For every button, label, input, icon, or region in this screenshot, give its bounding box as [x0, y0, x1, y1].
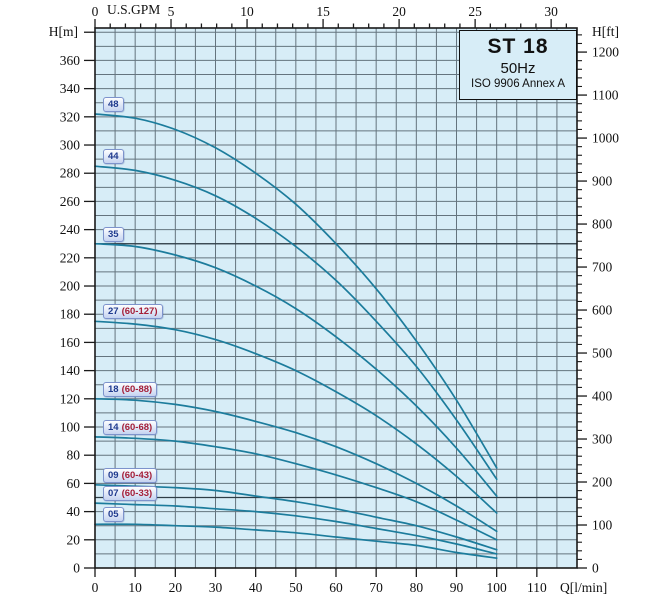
pump-curve-27 [94, 320, 498, 514]
curve-label-05: 05 [103, 507, 124, 523]
bottom-axis-tick-label: 90 [450, 580, 464, 595]
left-axis-tick-label: 340 [60, 81, 81, 96]
curve-label-48: 48 [103, 97, 124, 112]
right-axis-tick-label: 1000 [592, 131, 619, 146]
right-axis-tick-label: 700 [592, 260, 613, 275]
bottom-axis-tick-label: 70 [369, 580, 383, 595]
right-axis-tick-label: 400 [592, 389, 613, 404]
top-axis-title: U.S.GPM [107, 2, 161, 17]
bottom-axis-tick-label: 40 [249, 580, 263, 595]
top-axis-tick-label: 15 [316, 4, 330, 19]
curve-label-18: 18 (60-88) [103, 381, 158, 397]
curve-label-stage: 18 [108, 383, 119, 395]
left-axis-tick-label: 160 [60, 335, 81, 350]
bottom-axis-tick-label: 80 [410, 580, 424, 595]
right-axis-tick-label: 300 [592, 432, 613, 447]
curve-label-stage: 35 [108, 228, 119, 240]
curve-label-range: (60-43) [121, 469, 153, 481]
left-axis-tick-label: 260 [60, 194, 81, 209]
pump-curve-07 [94, 502, 498, 555]
top-axis-tick-label: 25 [468, 4, 482, 19]
curve-label-stage: 09 [108, 469, 119, 481]
left-axis-tick-label: 120 [60, 391, 81, 406]
left-axis-tick-label: 200 [60, 279, 81, 294]
right-axis-tick-label: 100 [592, 518, 613, 533]
curve-label-stage: 27 [108, 306, 119, 318]
pump-curve-44 [94, 165, 498, 481]
left-axis-tick-label: 60 [67, 476, 81, 491]
left-axis-tick-label: 280 [60, 166, 81, 181]
left-axis-tick-label: 100 [60, 420, 81, 435]
right-axis-tick-label: 200 [592, 475, 613, 490]
bottom-axis-tick-label: 60 [329, 580, 343, 595]
left-axis-tick-label: 80 [67, 448, 81, 463]
right-axis-tick-label: 600 [592, 303, 613, 318]
bottom-axis-tick-label: 30 [209, 580, 223, 595]
curve-label-stage: 44 [108, 151, 119, 163]
left-axis-tick-label: 0 [73, 561, 80, 576]
right-axis-tick-label: 500 [592, 346, 613, 361]
curve-label-35: 35 [103, 226, 124, 242]
top-axis-tick-label: 20 [392, 4, 406, 19]
curve-label-range: (60-33) [121, 488, 153, 500]
curve-label-44: 44 [103, 149, 124, 165]
right-axis-tick-label: 800 [592, 217, 613, 232]
curve-label-07: 07 (60-33) [103, 486, 158, 502]
pump-frequency: 50Hz [500, 60, 536, 77]
top-axis-tick-label: 5 [168, 4, 175, 19]
left-axis-tick-label: 140 [60, 363, 81, 378]
pump-curve-35 [94, 242, 498, 497]
left-axis-tick-label: 220 [60, 250, 81, 265]
bottom-axis-tick-label: 110 [527, 580, 547, 595]
left-axis-tick-label: 300 [60, 138, 81, 153]
curve-label-range: (60-68) [121, 421, 153, 433]
right-axis-tick-label: 0 [592, 561, 599, 576]
bottom-axis-tick-label: 100 [487, 580, 508, 595]
bottom-axis-tick-label: 50 [289, 580, 303, 595]
left-axis-tick-label: 240 [60, 222, 81, 237]
pump-curve-09 [94, 483, 498, 551]
test-standard: ISO 9906 Annex A [471, 78, 565, 90]
pump-curve-18 [94, 397, 498, 533]
top-axis-tick-label: 0 [92, 4, 99, 19]
pump-curve-05 [94, 523, 498, 559]
curve-label-27: 27 (60-127) [103, 304, 163, 320]
right-axis-tick-label: 1200 [592, 45, 619, 60]
pump-model: ST 18 [487, 35, 549, 58]
curve-label-14: 14 (60-68) [103, 419, 158, 435]
pump-curve-14 [94, 436, 498, 541]
bottom-axis-tick-label: 0 [92, 580, 99, 595]
top-axis-tick-label: 10 [240, 4, 254, 19]
curve-label-range: (60-88) [121, 383, 153, 395]
curve-label-stage: 14 [108, 421, 119, 433]
left-axis-tick-label: 320 [60, 109, 81, 124]
pump-curve-48 [94, 113, 498, 469]
curve-label-stage: 48 [108, 99, 119, 110]
bottom-axis-title: Q[l/min] [560, 580, 608, 595]
right-axis-tick-label: 1100 [592, 88, 619, 103]
left-axis-tick-label: 360 [60, 53, 81, 68]
curve-label-stage: 07 [108, 488, 119, 500]
left-axis-tick-label: 20 [67, 532, 81, 547]
right-axis-title: H[ft] [592, 24, 619, 39]
title-box: ST 18 50Hz ISO 9906 Annex A [459, 30, 577, 100]
bottom-axis-tick-label: 20 [169, 580, 183, 595]
curve-label-range: (60-127) [121, 306, 158, 318]
left-axis-tick-label: 40 [67, 504, 81, 519]
bottom-axis-tick-label: 10 [128, 580, 142, 595]
left-axis-title: H[m] [48, 24, 78, 39]
right-axis-tick-label: 900 [592, 174, 613, 189]
curve-label-stage: 05 [108, 509, 119, 521]
curve-label-09: 09 (60-43) [103, 467, 158, 483]
left-axis-tick-label: 180 [60, 307, 81, 322]
top-axis-tick-label: 30 [544, 4, 558, 19]
